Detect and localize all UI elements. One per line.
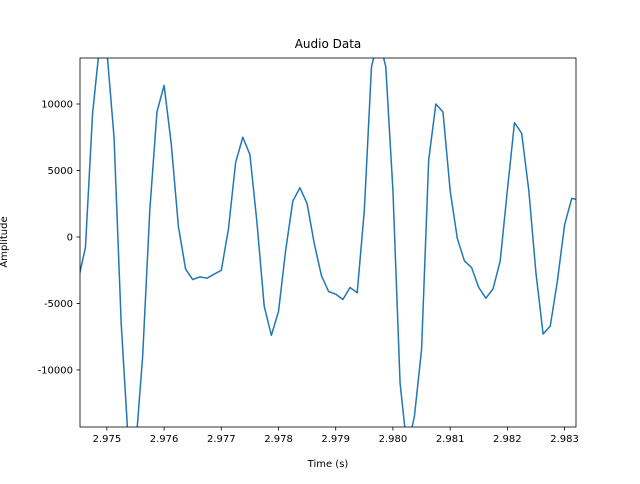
x-tick-label: 2.978 [264, 434, 293, 445]
x-tick-label: 2.976 [150, 434, 179, 445]
data-line [80, 58, 576, 427]
x-tick-label: 2.975 [93, 434, 122, 445]
chart-title: Audio Data [295, 37, 362, 51]
y-tick-label: 0 [67, 232, 73, 243]
x-tick-label: 2.980 [379, 434, 408, 445]
y-tick-label: 5000 [48, 166, 73, 177]
y-tick-label: 10000 [41, 100, 73, 111]
y-tick-label: -10000 [38, 365, 73, 376]
x-tick-label: 2.979 [321, 434, 350, 445]
plot-area [80, 58, 576, 427]
x-tick-label: 2.983 [550, 434, 579, 445]
axes-frame [79, 57, 577, 428]
x-tick-label: 2.981 [436, 434, 465, 445]
x-tick-label: 2.982 [493, 434, 522, 445]
x-tick-label: 2.977 [207, 434, 236, 445]
y-tick-label: -5000 [44, 299, 73, 310]
y-axis-label: Amplitude [0, 216, 10, 267]
x-axis-label: Time (s) [307, 459, 349, 470]
